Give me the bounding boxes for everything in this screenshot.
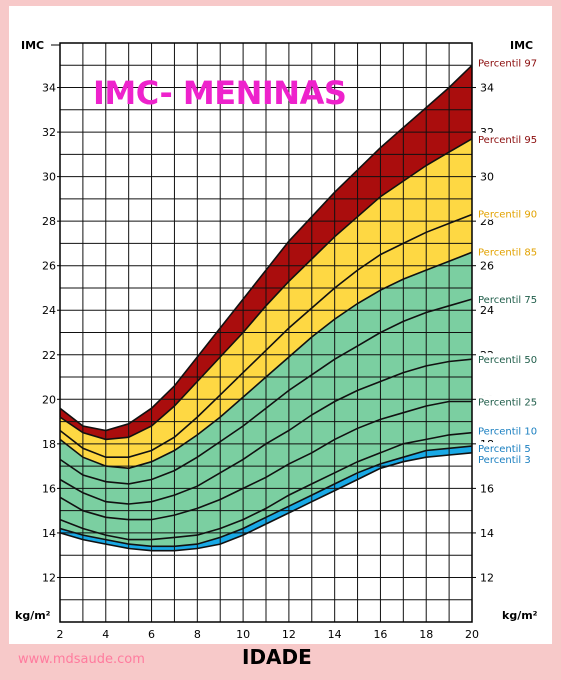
y-axis-title-left: IMC — [21, 39, 44, 52]
curve-percentil-95 — [59, 138, 473, 441]
curve-percentil-10 — [59, 431, 473, 541]
y-tick-label-right: 34 — [480, 82, 494, 95]
x-tick-label: 16 — [373, 628, 387, 641]
curve-percentil-50 — [59, 358, 473, 505]
percentile-label-bg — [476, 207, 544, 220]
y-tick-label-left: 26 — [42, 260, 56, 273]
y-tick-label-left: 32 — [42, 126, 56, 139]
percentile-label: Percentil 5 — [478, 444, 531, 455]
chart-title: IMC- MENINAS — [93, 74, 347, 112]
x-tick-label: 18 — [419, 628, 433, 641]
x-tick-label: 14 — [328, 628, 342, 641]
x-tick-label: 12 — [282, 628, 296, 641]
y-tick-label-left: 14 — [42, 527, 56, 540]
percentile-label: Percentil 85 — [478, 247, 537, 258]
percentile-label-bg — [476, 245, 544, 258]
percentile-label: Percentil 3 — [478, 455, 531, 466]
percentile-label: Percentil 75 — [478, 295, 537, 306]
y-tick-label-left: 22 — [42, 349, 56, 362]
percentile-label: Percentil 97 — [478, 58, 537, 69]
percentile-label: Percentil 25 — [478, 398, 537, 409]
y-tick-label-left: 30 — [42, 171, 56, 184]
x-tick-label: 20 — [465, 628, 479, 641]
x-axis-label: IDADE — [242, 645, 312, 669]
y-tick-label-right: 30 — [480, 171, 494, 184]
percentile-label-bg — [476, 395, 544, 408]
y-tick-label-right: 26 — [480, 260, 494, 273]
y-tick-label-left: 18 — [42, 438, 56, 451]
curve-percentil-5 — [59, 445, 473, 548]
bmi-percentile-chart: 1212141416161818202022222424262628283030… — [15, 39, 544, 641]
y-tick-label-right: 14 — [480, 527, 494, 540]
x-tick-label: 2 — [57, 628, 64, 641]
x-tick-label: 4 — [102, 628, 109, 641]
y-axis-title-right: IMC — [510, 39, 533, 52]
y-unit-left: kg/m² — [15, 609, 51, 622]
curve-percentil-3 — [59, 452, 473, 552]
band-fill-1 — [60, 446, 472, 551]
percentile-label: Percentil 10 — [478, 427, 537, 438]
x-tick-label: 6 — [148, 628, 155, 641]
percentile-label-bg — [476, 452, 544, 465]
curve-percentil-85 — [59, 251, 473, 470]
percentile-label-bg — [476, 424, 544, 437]
y-tick-label-left: 12 — [42, 571, 56, 584]
curve-percentil-25 — [59, 400, 472, 521]
percentile-label-bg — [476, 132, 544, 145]
y-tick-label-left: 34 — [42, 82, 56, 95]
x-tick-label: 10 — [236, 628, 250, 641]
percentile-labels: Percentil 97 Percentil 95 Percentil 90 Perc… — [476, 56, 544, 466]
y-tick-label-right: 12 — [480, 571, 494, 584]
percentile-label-bg — [476, 56, 544, 69]
percentile-label: Percentil 90 — [478, 209, 537, 220]
y-tick-label-right: 24 — [480, 304, 494, 317]
plot-border — [59, 42, 473, 623]
y-tick-label-left: 28 — [42, 215, 56, 228]
x-tick-label: 8 — [194, 628, 201, 641]
y-tick-label-right: 16 — [480, 482, 494, 495]
y-tick-label-left: 20 — [42, 393, 56, 406]
percentile-label-bg — [476, 353, 544, 366]
y-tick-label-left: 16 — [42, 482, 56, 495]
site-url: www.mdsaude.com — [18, 652, 145, 667]
percentile-label-bg — [476, 293, 544, 306]
y-unit-right: kg/m² — [502, 609, 538, 622]
y-tick-label-left: 24 — [42, 304, 56, 317]
percentile-label-bg — [476, 442, 544, 455]
percentile-label: Percentil 50 — [478, 355, 537, 366]
percentile-curves — [59, 64, 473, 552]
curve-percentil-75 — [59, 298, 473, 485]
curve-percentil-97 — [59, 64, 473, 432]
curve-percentil-90 — [59, 213, 473, 458]
percentile-label: Percentil 95 — [478, 135, 537, 146]
chart-frame: 1212141416161818202022222424262628283030… — [9, 6, 552, 644]
